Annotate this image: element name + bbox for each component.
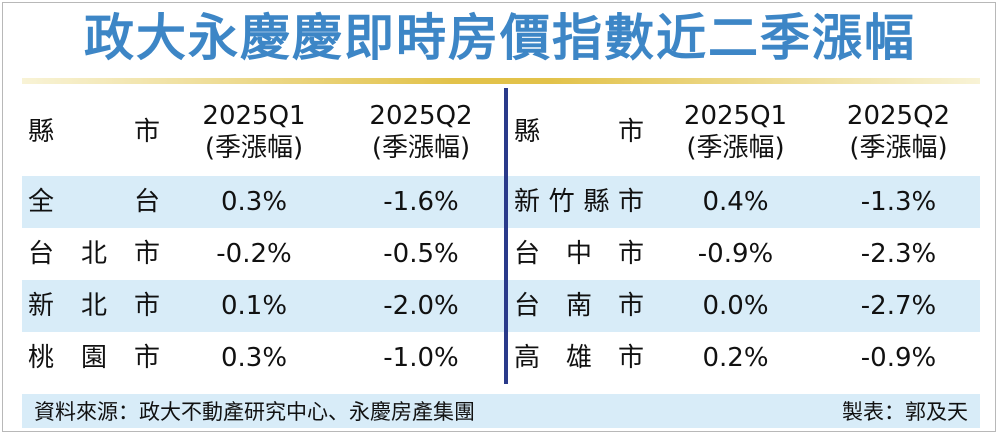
q2-value: -1.6% <box>338 176 508 228</box>
county-header: 縣 市 <box>506 88 654 176</box>
q1-value: 0.3% <box>170 176 338 228</box>
region-name: 台 北 市 <box>22 228 170 280</box>
source-note: 資料來源：政大不動產研究中心、永慶房產集團 <box>34 400 475 424</box>
county-header: 縣 市 <box>22 88 170 176</box>
price-index-table: 縣 市 2025Q1 (季漲幅) 2025Q2 (季漲幅) 縣 市 2025Q1… <box>22 88 980 384</box>
q1-value: 0.3% <box>170 332 338 384</box>
q1-value: 0.0% <box>654 280 817 332</box>
table-row: 新 北 市 0.1% -2.0% 台 南 市 0.0% -2.7% <box>22 280 980 332</box>
region-name: 高 雄 市 <box>506 332 654 384</box>
q1-value: -0.2% <box>170 228 338 280</box>
title-underline <box>22 78 980 84</box>
q2-value: -1.0% <box>338 332 508 384</box>
region-name: 新 北 市 <box>22 280 170 332</box>
region-name: 桃 園 市 <box>22 332 170 384</box>
table-row: 台 北 市 -0.2% -0.5% 台 中 市 -0.9% -2.3% <box>22 228 980 280</box>
q1-value: -0.9% <box>654 228 817 280</box>
q2-value: -2.3% <box>817 228 980 280</box>
q2-header: 2025Q2 (季漲幅) <box>338 88 508 176</box>
q1-value: 0.1% <box>170 280 338 332</box>
table-row: 全 台 0.3% -1.6% 新 竹 縣 市 0.4% -1.3% <box>22 176 980 228</box>
q2-value: -1.3% <box>817 176 980 228</box>
q1-value: 0.4% <box>654 176 817 228</box>
region-name: 台 南 市 <box>506 280 654 332</box>
q1-header: 2025Q1 (季漲幅) <box>654 88 817 176</box>
q2-header: 2025Q2 (季漲幅) <box>817 88 980 176</box>
q2-value: -0.9% <box>817 332 980 384</box>
region-name: 新 竹 縣 市 <box>506 176 654 228</box>
table-row: 桃 園 市 0.3% -1.0% 高 雄 市 0.2% -0.9% <box>22 332 980 384</box>
q1-header: 2025Q1 (季漲幅) <box>170 88 338 176</box>
region-name: 台 中 市 <box>506 228 654 280</box>
q2-value: -2.0% <box>338 280 508 332</box>
q1-value: 0.2% <box>654 332 817 384</box>
credit-note: 製表：郭及天 <box>842 400 968 424</box>
table-header-row: 縣 市 2025Q1 (季漲幅) 2025Q2 (季漲幅) 縣 市 2025Q1… <box>22 88 980 176</box>
region-name: 全 台 <box>22 176 170 228</box>
source-footer: 資料來源：政大不動產研究中心、永慶房產集團 製表：郭及天 <box>22 394 980 428</box>
q2-value: -2.7% <box>817 280 980 332</box>
page-title: 政大永慶慶即時房價指數近二季漲幅 <box>84 9 916 67</box>
q2-value: -0.5% <box>338 228 508 280</box>
